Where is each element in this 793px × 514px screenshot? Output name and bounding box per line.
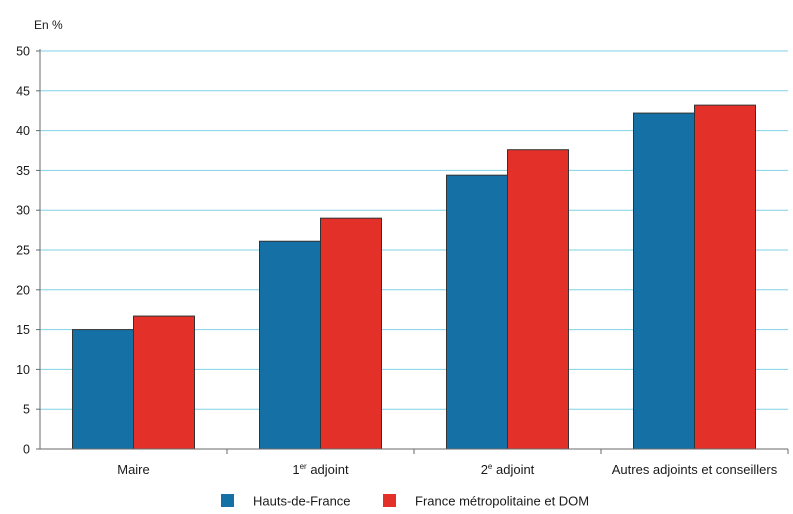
- y-tick-label: 30: [16, 204, 30, 218]
- legend-label: France métropolitaine et DOM: [415, 494, 589, 509]
- bar-hauts-de-france: [446, 174, 508, 450]
- y-tick-label: 50: [16, 45, 30, 59]
- y-tick-label: 0: [23, 443, 30, 457]
- bar-hauts-de-france: [259, 240, 321, 450]
- x-axis-labels: Maire 1er adjoint 2e adjoint Autres adjoint…: [117, 462, 777, 477]
- legend: Hauts-de-France France métropolitaine et …: [221, 494, 589, 509]
- y-tick-label: 15: [16, 323, 30, 337]
- bar-hauts-de-france: [633, 112, 695, 450]
- bar-france-metro-dom: [133, 315, 195, 450]
- axes: [39, 49, 789, 454]
- y-tick-label: 35: [16, 164, 30, 178]
- y-tick-label: 20: [16, 283, 30, 297]
- y-tick-label: 45: [16, 84, 30, 98]
- bars: [72, 104, 756, 450]
- y-tick-label: 10: [16, 363, 30, 377]
- legend-label: Hauts-de-France: [253, 494, 351, 509]
- legend-swatch: [221, 494, 234, 507]
- x-tick-label: 1er adjoint: [292, 462, 349, 477]
- x-tick-label: 2e adjoint: [481, 462, 535, 477]
- bar-france-metro-dom: [507, 149, 569, 450]
- bar-france-metro-dom: [320, 217, 382, 450]
- bar-hauts-de-france: [72, 329, 134, 450]
- unit-label: En %: [34, 18, 63, 32]
- y-axis-ticks: 0 5 10 15 20 25 30 35 40 45 50: [16, 45, 40, 457]
- legend-swatch: [383, 494, 396, 507]
- y-tick-label: 40: [16, 124, 30, 138]
- x-tick-label: Autres adjoints et conseillers: [612, 462, 778, 477]
- bar-france-metro-dom: [694, 104, 756, 450]
- y-tick-label: 5: [23, 403, 30, 417]
- x-tick-label: Maire: [117, 462, 150, 477]
- y-tick-label: 25: [16, 244, 30, 258]
